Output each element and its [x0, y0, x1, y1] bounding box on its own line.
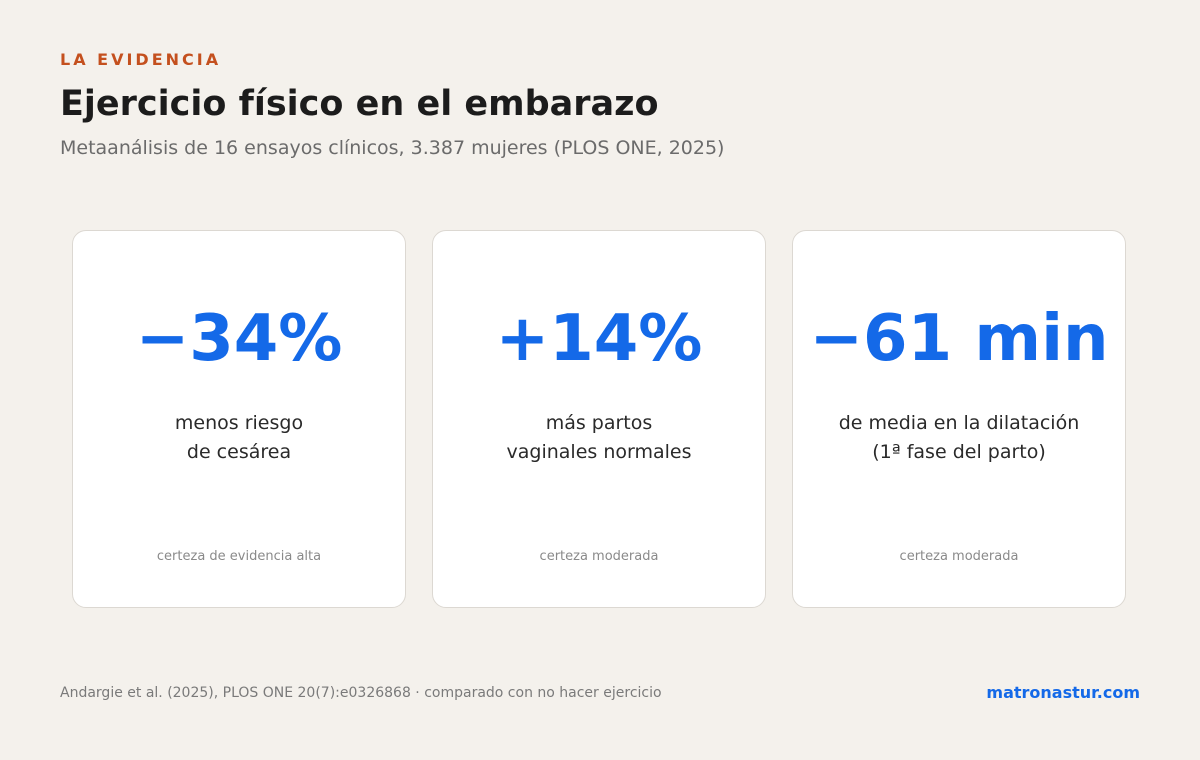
stat-card-cesarean: −34% menos riesgo de cesárea certeza de … — [72, 230, 406, 608]
page-title: Ejercicio físico en el embarazo — [60, 84, 659, 124]
stat-description: más partos vaginales normales — [443, 409, 755, 467]
page-subtitle: Metaanálisis de 16 ensayos clínicos, 3.3… — [60, 137, 725, 159]
stat-description-line: (1ª fase del parto) — [872, 441, 1046, 463]
certainty-label: certeza de evidencia alta — [156, 549, 322, 564]
stat-description-line: de cesárea — [186, 441, 292, 463]
brand-link[interactable]: matronastur.com — [986, 683, 1140, 702]
stat-description-line: menos riesgo — [174, 412, 304, 434]
stat-description: de media en la dilatación (1ª fase del p… — [803, 409, 1115, 467]
stat-description-line: vaginales normales — [506, 441, 692, 463]
stat-description-line: más partos — [545, 412, 653, 434]
stat-value: +14% — [495, 302, 703, 376]
stat-value: −34% — [135, 302, 343, 376]
stat-description: menos riesgo de cesárea — [83, 409, 395, 467]
certainty-label: certeza moderada — [539, 549, 659, 564]
eyebrow-label: LA EVIDENCIA — [60, 50, 222, 69]
certainty-label: certeza moderada — [899, 549, 1019, 564]
stat-card-dilation: −61 min de media en la dilatación (1ª fa… — [792, 230, 1126, 608]
source-citation: Andargie et al. (2025), PLOS ONE 20(7):e… — [60, 685, 662, 701]
stat-description-line: de media en la dilatación — [838, 412, 1080, 434]
stat-cards: −34% menos riesgo de cesárea certeza de … — [72, 230, 1128, 610]
stat-value: −61 min — [809, 302, 1109, 376]
stat-card-vaginal-births: +14% más partos vaginales normales certe… — [432, 230, 766, 608]
